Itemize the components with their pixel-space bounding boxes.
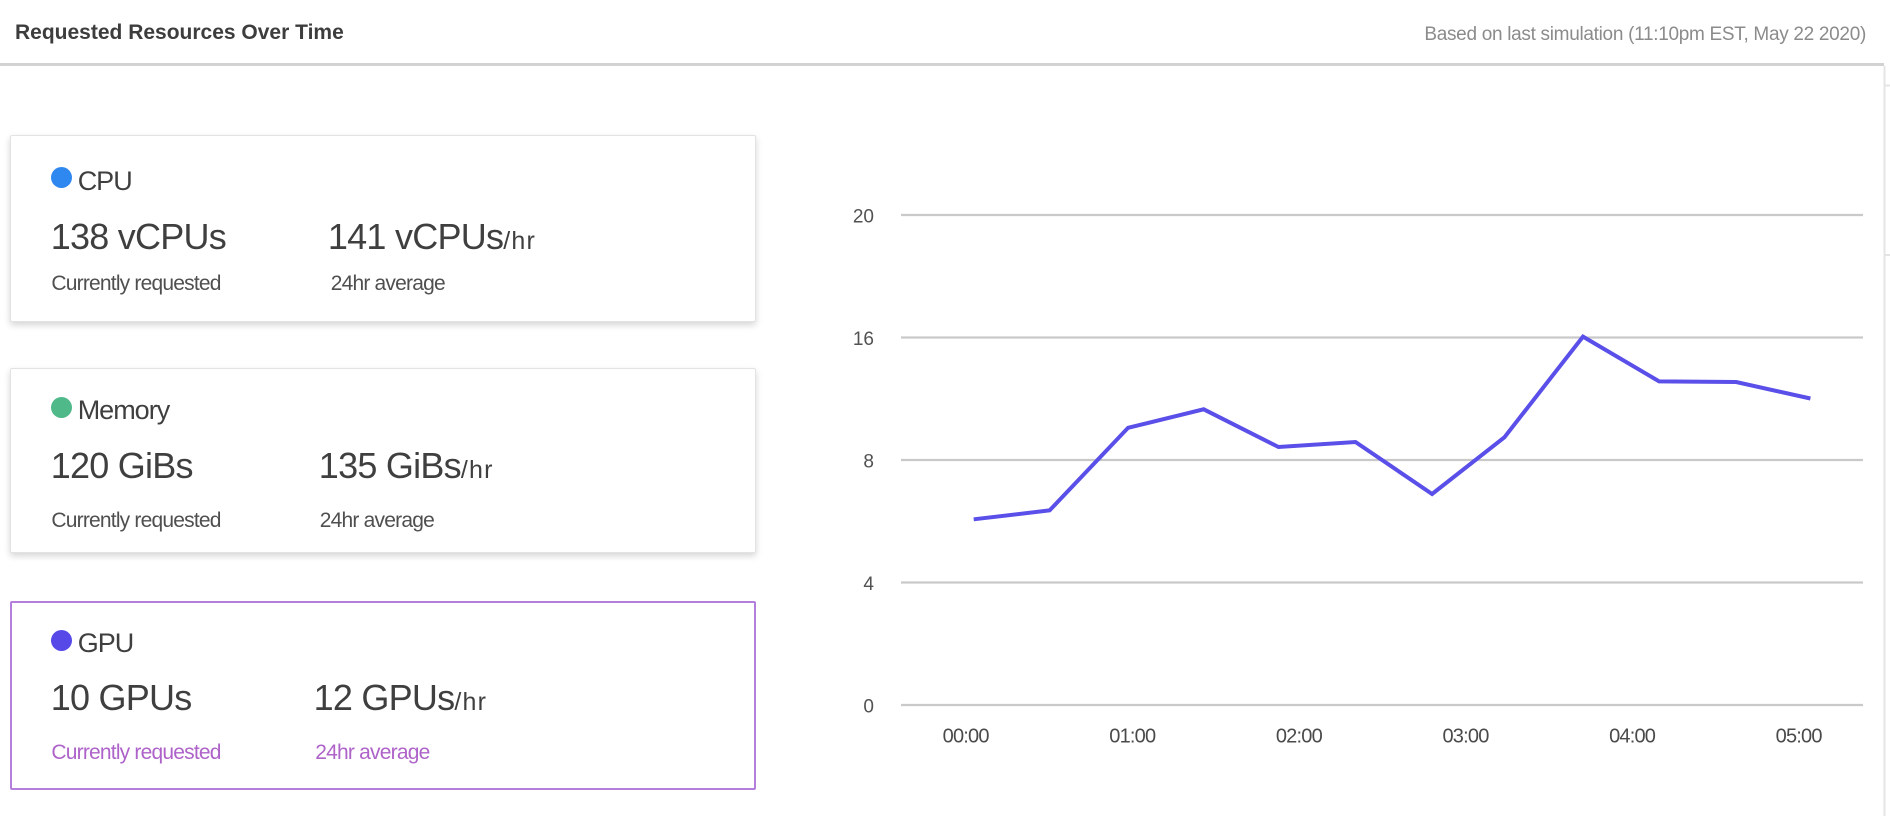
- svg-text:03:00: 03:00: [1442, 726, 1489, 748]
- svg-text:01:00: 01:00: [1109, 726, 1156, 748]
- svg-text:4: 4: [863, 574, 874, 595]
- svg-text:0: 0: [863, 697, 874, 718]
- svg-text:20: 20: [853, 207, 874, 228]
- svg-text:00:00: 00:00: [943, 726, 990, 748]
- svg-text:02:00: 02:00: [1276, 726, 1323, 748]
- svg-text:8: 8: [863, 452, 874, 473]
- svg-text:16: 16: [853, 329, 874, 350]
- svg-text:04:00: 04:00: [1609, 726, 1656, 748]
- svg-text:05:00: 05:00: [1776, 726, 1823, 748]
